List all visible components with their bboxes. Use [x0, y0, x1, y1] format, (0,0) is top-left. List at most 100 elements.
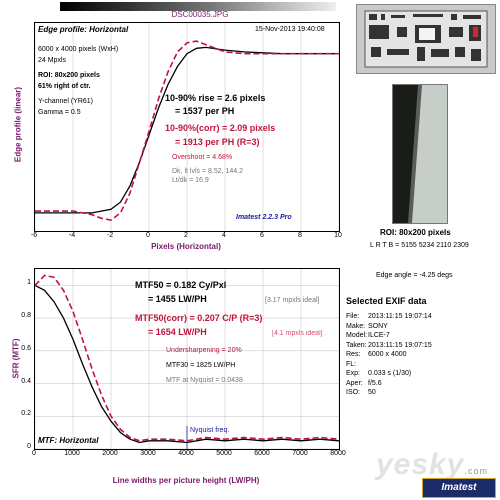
x-tick-label: 2000 — [102, 450, 118, 457]
exif-key: Exp: — [346, 370, 361, 377]
mtf30: MTF30 = 1825 LW/PH — [166, 362, 236, 369]
exif-key: Model: — [346, 332, 368, 339]
edge-ltdk: Lt/dk = 16.9 — [172, 177, 209, 184]
exif-row: Exp: 0.033 s (1/30) — [346, 369, 411, 378]
edge-gamma: Gamma = 0.5 — [38, 109, 81, 116]
mtf-heading: MTF: Horizontal — [38, 436, 99, 445]
edge-rise-2: = 1537 per PH — [175, 106, 235, 116]
edge-overshoot: Overshoot = 4.68% — [172, 154, 233, 161]
watermark-text: yesky — [376, 448, 465, 481]
x-tick-label: 2 — [184, 232, 188, 239]
exif-value: 50 — [368, 389, 376, 396]
x-tick-label: -2 — [106, 232, 114, 239]
edge-rise-1: 10-90% rise = 2.6 pixels — [165, 93, 266, 103]
exif-value: 2013:11:15 19:07:14 — [368, 313, 432, 320]
edge-channel: Y-channel (YR61) — [38, 98, 93, 105]
test-chart-thumbnail — [356, 4, 496, 74]
x-tick-label: 8 — [298, 232, 302, 239]
exif-value: f/5.6 — [368, 379, 382, 387]
exif-key: Make: — [346, 322, 366, 330]
series-line-corrected — [35, 40, 339, 221]
edge-timestamp: 15-Nov-2013 19:40:08 — [255, 26, 325, 33]
x-tick-label: -6 — [30, 232, 38, 239]
x-tick-label: 4 — [222, 232, 226, 239]
mtf-at-nyquist: MTF at Nyquist = 0.0438 — [166, 377, 243, 384]
x-tick-label: 8000 — [330, 450, 346, 457]
x-tick-label: 1000 — [64, 450, 80, 457]
imatest-logo: Imatest — [422, 478, 496, 498]
mtf-panel — [34, 268, 340, 450]
mtf-ylabel: SFR (MTF) — [11, 338, 21, 379]
exif-value: 6000 x 4000 — [368, 351, 407, 358]
y-tick-label: 0 — [27, 443, 31, 450]
edge-xlabel: Pixels (Horizontal) — [151, 242, 221, 251]
exif-value: SONY — [368, 322, 388, 330]
series-line-measured — [35, 284, 339, 444]
edge-ctr: 61% right of ctr. — [38, 83, 91, 90]
watermark-suffix: .com — [464, 466, 488, 476]
yesky-watermark: yesky.com — [376, 448, 488, 482]
edge-profile-panel — [34, 22, 340, 232]
y-tick-label: 0.8 — [21, 312, 31, 320]
exif-row: File: 2013:11:15 19:07:14 — [346, 312, 432, 321]
exif-value: 2013:11:15 19:07:15 — [368, 341, 432, 349]
file-title: DSC00035.JPG — [171, 10, 229, 19]
exif-row: FL: — [346, 360, 368, 369]
edge-profile-chart — [35, 23, 339, 231]
exif-key: Aper: — [346, 379, 363, 387]
imatest-logo-text: Imatest — [441, 482, 477, 493]
exif-row: Res: 6000 x 4000 — [346, 350, 407, 359]
exif-key: FL: — [346, 360, 357, 368]
mtf50-corr-1: MTF50(corr) = 0.207 C/P (R=3) — [135, 313, 263, 323]
exif-key: Taken: — [346, 341, 367, 349]
mtf50-corr-ideal: [4.1 mpxls ideal] — [272, 330, 323, 337]
y-tick-label: 0.4 — [21, 377, 31, 385]
x-tick-label: 10 — [334, 232, 342, 239]
edge-imatest-version: Imatest 2.2.3 Pro — [236, 214, 292, 221]
nyquist-label: Nyquist freq. — [190, 427, 230, 434]
mtf50-line-2: = 1455 LW/PH — [148, 294, 207, 304]
edge-info-2: 24 Mpxls — [38, 57, 67, 64]
exif-key: File: — [346, 313, 360, 320]
mtf-xlabel: Line widths per picture height (LW/PH) — [112, 476, 260, 485]
roi-lrtb: L R T B = 5155 5234 2110 2309 — [370, 242, 469, 249]
exif-key: ISO: — [346, 389, 361, 396]
x-tick-label: 0 — [146, 232, 150, 239]
mtf50-line-1: MTF50 = 0.182 Cy/Pxl — [135, 280, 227, 290]
y-tick-label: 1 — [27, 279, 31, 287]
roi-crop-image — [392, 84, 448, 224]
grayscale-strip — [60, 2, 336, 11]
x-tick-label: 0 — [32, 450, 36, 457]
x-tick-label: 4000 — [178, 450, 194, 457]
edge-dk-lvls: Dk, lt lvls = 8.52, 144.2 — [172, 168, 244, 175]
edge-ylabel: Edge profile (linear) — [13, 86, 23, 163]
exif-row: Make: SONY — [346, 322, 388, 331]
x-tick-label: 3000 — [140, 450, 156, 457]
edge-heading: Edge profile: Horizontal — [38, 25, 129, 34]
mtf50-ideal: [3.17 mpxls ideal] — [265, 297, 320, 304]
exif-title: Selected EXIF data — [346, 296, 427, 306]
edge-angle: Edge angle = -4.25 degs — [376, 272, 453, 279]
exif-key: Res: — [346, 351, 361, 358]
exif-row: Taken:2013:11:15 19:07:15 — [346, 341, 432, 350]
x-tick-label: -4 — [68, 232, 76, 239]
mtf50-corr-2: = 1654 LW/PH — [148, 327, 207, 337]
series-line-corrected — [35, 274, 339, 442]
exif-value: ILCE-7 — [368, 332, 390, 339]
y-tick-label: 0.6 — [21, 344, 31, 352]
x-tick-label: 7000 — [292, 450, 308, 457]
edge-corr-2: = 1913 per PH (R=3) — [175, 137, 260, 147]
edge-corr-1: 10-90%(corr) = 2.09 pixels — [165, 123, 276, 133]
mtf-chart — [35, 269, 339, 449]
x-tick-label: 6000 — [254, 450, 270, 457]
roi-title: ROI: 80x200 pixels — [380, 228, 451, 237]
x-tick-label: 6 — [260, 232, 264, 239]
exif-row: Model:ILCE-7 — [346, 331, 390, 340]
exif-value: 0.033 s (1/30) — [368, 370, 412, 377]
edge-info-1: 6000 x 4000 pixels (WxH) — [38, 46, 119, 53]
x-tick-label: 5000 — [216, 450, 232, 457]
exif-row: Aper: f/5.6 — [346, 379, 382, 388]
y-tick-label: 0.2 — [21, 410, 31, 418]
mtf-undersharpening: Undersharpening = 20% — [166, 347, 242, 354]
exif-row: ISO: 50 — [346, 388, 376, 397]
